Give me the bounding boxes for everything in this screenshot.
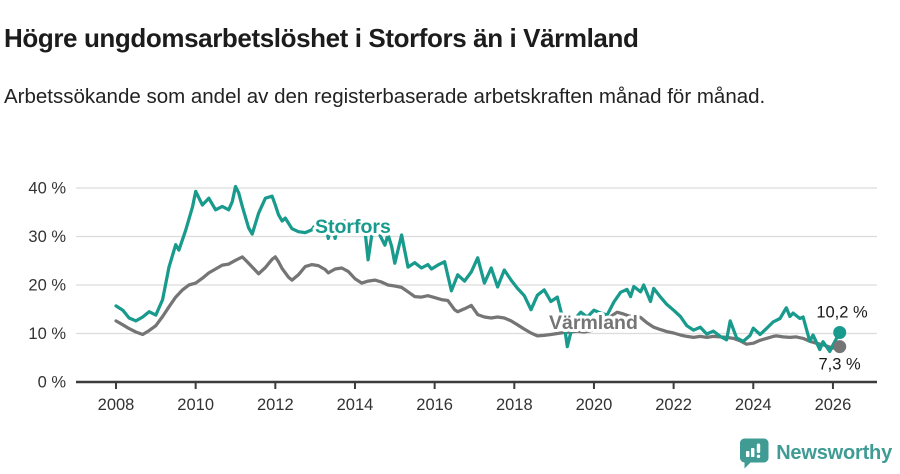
series-label-värmland: Värmland bbox=[549, 312, 638, 334]
newsworthy-brand-link[interactable]: Newsworthy bbox=[740, 438, 892, 469]
x-axis-tick-label: 2018 bbox=[496, 396, 533, 414]
x-axis-tick-label: 2010 bbox=[177, 396, 214, 414]
end-value-label-storfors: 10,2 % bbox=[816, 304, 868, 322]
y-axis-tick-label: 40 % bbox=[28, 180, 66, 198]
x-axis-tick-label: 2026 bbox=[815, 396, 852, 414]
end-value-label-värmland: 7,3 % bbox=[819, 356, 862, 374]
x-axis-tick-label: 2014 bbox=[337, 396, 374, 414]
x-axis-tick-label: 2012 bbox=[257, 396, 294, 414]
x-axis-tick-label: 2022 bbox=[655, 396, 692, 414]
series-line-storfors bbox=[114, 184, 842, 354]
y-axis-tick-label: 10 % bbox=[28, 325, 66, 343]
gridlines-group: 0 % 10 % 20 % 30 % 40 % bbox=[28, 180, 877, 392]
series-labels-group: Storfors 10,2 % Värmland 7,3 % bbox=[312, 213, 868, 374]
series-label-storfors: Storfors bbox=[315, 216, 391, 238]
x-axis-tick-label: 2024 bbox=[735, 396, 772, 414]
series-lines-group bbox=[114, 184, 842, 354]
chart-subtitle: Arbetssökande som andel av den registerb… bbox=[4, 84, 766, 108]
newsworthy-logo-text: Newsworthy bbox=[776, 442, 892, 464]
y-axis-tick-label: 30 % bbox=[28, 228, 66, 246]
series-line-värmland bbox=[114, 255, 842, 350]
x-axis-tick-label: 2016 bbox=[416, 396, 453, 414]
x-axis-tick-label: 2008 bbox=[98, 396, 135, 414]
end-point-dot-storfors bbox=[833, 326, 847, 340]
y-axis-tick-label: 20 % bbox=[28, 277, 66, 295]
newsworthy-logo-icon bbox=[740, 438, 769, 469]
page-title: Högre ungdomsarbetslöshet i Storfors än … bbox=[4, 23, 639, 54]
x-axis-tick-label: 2020 bbox=[576, 396, 613, 414]
x-axis-group: 2008 2010 2012 2014 2016 2018 2020 2022 2024 2026 bbox=[76, 380, 877, 414]
y-axis-tick-label: 0 % bbox=[38, 374, 67, 392]
end-point-dot-värmland bbox=[833, 340, 847, 354]
